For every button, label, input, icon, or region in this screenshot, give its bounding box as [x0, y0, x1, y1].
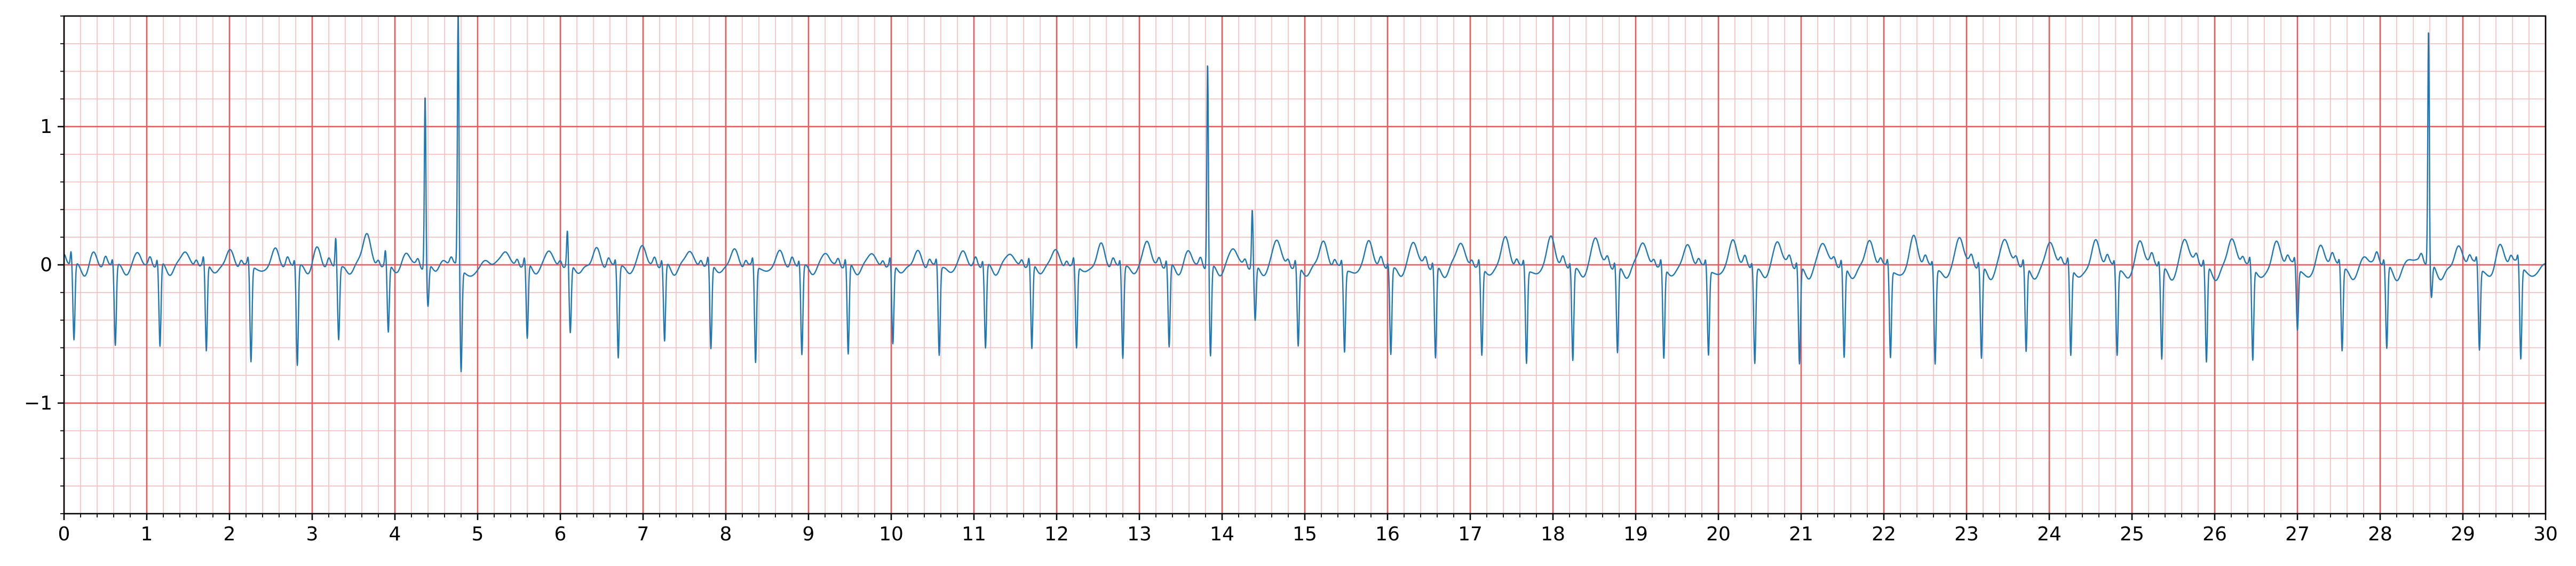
- x-tick-label: 6: [554, 523, 567, 545]
- x-axis-ticks: 0 1 2 3 4 5 6 7 8 9 10 11 12 13 14 15 16 17 18 19 20 21 22 23 24…: [58, 514, 2558, 545]
- x-tick-label: 11: [962, 523, 986, 545]
- x-tick-label: 13: [1127, 523, 1152, 545]
- ecg-signal-line: [64, 15, 2546, 373]
- x-tick-label: 21: [1789, 523, 1813, 545]
- x-tick-label: 25: [2120, 523, 2144, 545]
- x-tick-label: 19: [1623, 523, 1648, 545]
- x-tick-label: 18: [1541, 523, 1565, 545]
- x-tick-label: 0: [58, 523, 70, 545]
- major-grid: [63, 16, 2547, 514]
- x-tick-label: 8: [720, 523, 732, 545]
- y-tick-label: 1: [40, 116, 52, 138]
- x-tick-label: 5: [472, 523, 484, 545]
- x-tick-label: 27: [2285, 523, 2310, 545]
- x-tick-label: 23: [1954, 523, 1979, 545]
- x-tick-label: 9: [803, 523, 815, 545]
- x-tick-label: 24: [2037, 523, 2062, 545]
- x-tick-label: 3: [306, 523, 319, 545]
- x-tick-label: 22: [1872, 523, 1896, 545]
- y-tick-label: 0: [40, 254, 52, 276]
- x-tick-label: 26: [2202, 523, 2227, 545]
- x-tick-label: 30: [2533, 523, 2558, 545]
- x-tick-label: 2: [224, 523, 236, 545]
- x-tick-label: 10: [879, 523, 903, 545]
- x-tick-label: 16: [1375, 523, 1400, 545]
- x-tick-label: 20: [1706, 523, 1731, 545]
- y-tick-label: −1: [24, 392, 52, 414]
- x-tick-label: 17: [1458, 523, 1483, 545]
- x-tick-label: 29: [2451, 523, 2475, 545]
- x-tick-label: 7: [637, 523, 649, 545]
- x-tick-label: 14: [1210, 523, 1234, 545]
- x-tick-label: 1: [141, 523, 153, 545]
- y-axis-ticks: −1 0 1: [24, 15, 64, 514]
- x-tick-label: 12: [1044, 523, 1069, 545]
- x-tick-label: 4: [389, 523, 401, 545]
- x-tick-label: 28: [2368, 523, 2392, 545]
- x-tick-label: 15: [1293, 523, 1317, 545]
- signal-layer: [64, 15, 2546, 373]
